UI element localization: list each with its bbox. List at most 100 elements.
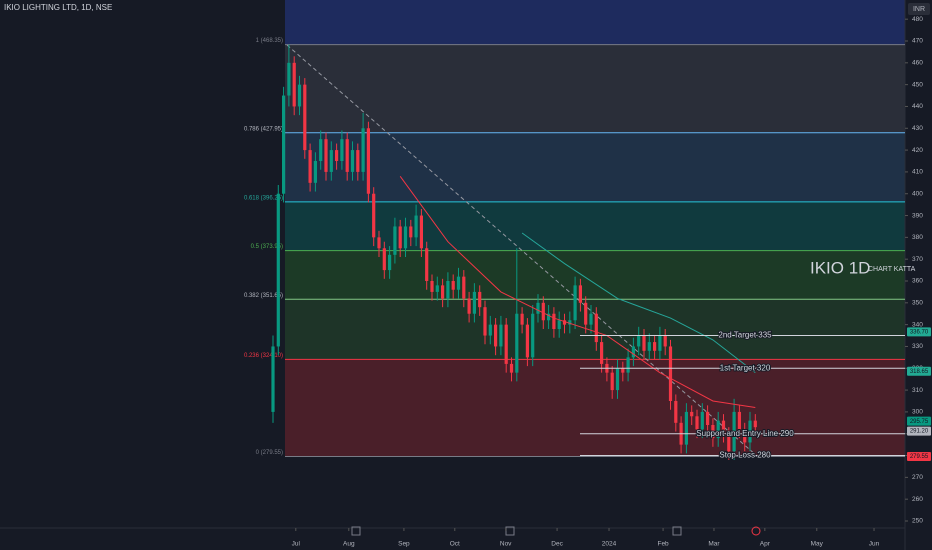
candle-body: [478, 291, 482, 308]
y-tick-label: 470: [912, 38, 923, 45]
y-tick-label: 340: [912, 321, 923, 328]
candle-body: [441, 285, 445, 299]
candle-body: [515, 313, 519, 373]
y-tick-label: 390: [912, 212, 923, 219]
y-tick-label: 370: [912, 256, 923, 263]
candle-body: [372, 193, 376, 238]
candle-body: [536, 302, 540, 314]
price-label: 318.65: [910, 369, 929, 375]
candle-body: [753, 420, 757, 428]
fib-top-band: [285, 0, 905, 45]
candle-body: [658, 335, 662, 351]
y-tick-label: 460: [912, 60, 923, 67]
candle-body: [467, 298, 471, 314]
fib-label: 1 (468.35): [256, 38, 283, 44]
candle-body: [716, 420, 720, 439]
price-label: 336.70: [910, 329, 929, 335]
candle-body: [335, 150, 339, 161]
candle-body: [361, 128, 365, 172]
y-tick-label: 350: [912, 300, 923, 307]
chart-title: IKIO LIGHTING LTD, 1D, NSE: [4, 3, 112, 12]
candle-body: [282, 95, 286, 194]
candle-body: [319, 139, 323, 161]
x-tick-label: Jul: [292, 541, 301, 548]
candle-body: [483, 307, 487, 336]
candle-body: [276, 193, 280, 347]
y-tick-label: 450: [912, 81, 923, 88]
candle-body: [366, 128, 370, 194]
trend-line: [286, 44, 758, 457]
x-tick-label: Jun: [869, 541, 880, 548]
event-icon: [751, 526, 761, 536]
candle-body: [631, 346, 635, 358]
candle-body: [472, 291, 476, 314]
candle-body: [552, 313, 556, 329]
candle-body: [674, 401, 678, 423]
price-label: 295.75: [910, 419, 929, 425]
candle-body: [308, 150, 312, 183]
candle-body: [377, 237, 381, 249]
x-tick-label: Dec: [551, 541, 563, 548]
level-label: Stop Loss 280: [719, 451, 771, 460]
candle-body: [345, 139, 349, 172]
candle-body: [562, 320, 567, 325]
candle-body: [398, 226, 402, 249]
y-tick-label: 260: [912, 496, 923, 503]
earnings-icons: [351, 526, 761, 536]
currency-box: [908, 3, 930, 15]
fib-zone: [285, 44, 905, 133]
earnings-icon: [672, 526, 682, 536]
y-tick-label: 310: [912, 387, 923, 394]
candle-body: [388, 254, 392, 271]
watermark: IKIO 1D: [810, 258, 870, 277]
price-label-box: [907, 452, 931, 462]
candle-body: [637, 335, 641, 347]
price-label: 291.20: [910, 429, 929, 435]
candle-body: [430, 281, 434, 292]
candle-body: [382, 248, 386, 271]
fib-label: 0.786 (427.95): [244, 126, 283, 132]
y-tick-label: 420: [912, 147, 923, 154]
moving-average: [399, 175, 756, 409]
candle-body: [557, 320, 561, 329]
candle-body: [409, 226, 413, 238]
currency: INR: [913, 6, 925, 13]
x-tick-label: Mar: [708, 541, 720, 548]
level-label: Support and Entry Line 290: [696, 429, 794, 438]
y-tick-label: 440: [912, 103, 923, 110]
candle-body: [727, 433, 731, 452]
candle-body: [350, 150, 355, 172]
x-tick-label: Feb: [657, 541, 669, 548]
candle-body: [393, 226, 397, 255]
candle-body: [732, 411, 736, 452]
candle-body: [737, 411, 741, 430]
candle-body: [700, 411, 704, 430]
candle-body: [340, 139, 344, 161]
candle-body: [600, 342, 604, 364]
candle-body: [653, 342, 657, 351]
level-label: 1st Target 320: [720, 363, 771, 372]
x-tick-label: 2024: [602, 541, 617, 548]
candle-body: [743, 429, 747, 443]
candle-body: [462, 276, 466, 299]
candle-body: [435, 285, 439, 292]
y-tick-label: 330: [912, 343, 923, 350]
candle-body: [584, 302, 588, 325]
x-tick-label: May: [811, 541, 824, 548]
candle-body: [684, 411, 688, 445]
earnings-icon: [351, 526, 361, 536]
candle-body: [419, 215, 423, 249]
candle-body: [531, 313, 535, 358]
price-label-box: [907, 416, 931, 426]
candle-body: [520, 313, 524, 325]
price-label: 279.55: [910, 454, 929, 460]
candle-body: [573, 285, 577, 321]
candle-body: [451, 281, 455, 290]
y-tick-label: 480: [912, 16, 923, 23]
level-label: 2nd Target 335: [718, 331, 772, 340]
x-tick-label: Oct: [450, 541, 460, 548]
candle-body: [626, 357, 630, 373]
candle-body: [499, 324, 503, 347]
fib-label: 0.382 (351.65): [244, 293, 283, 299]
